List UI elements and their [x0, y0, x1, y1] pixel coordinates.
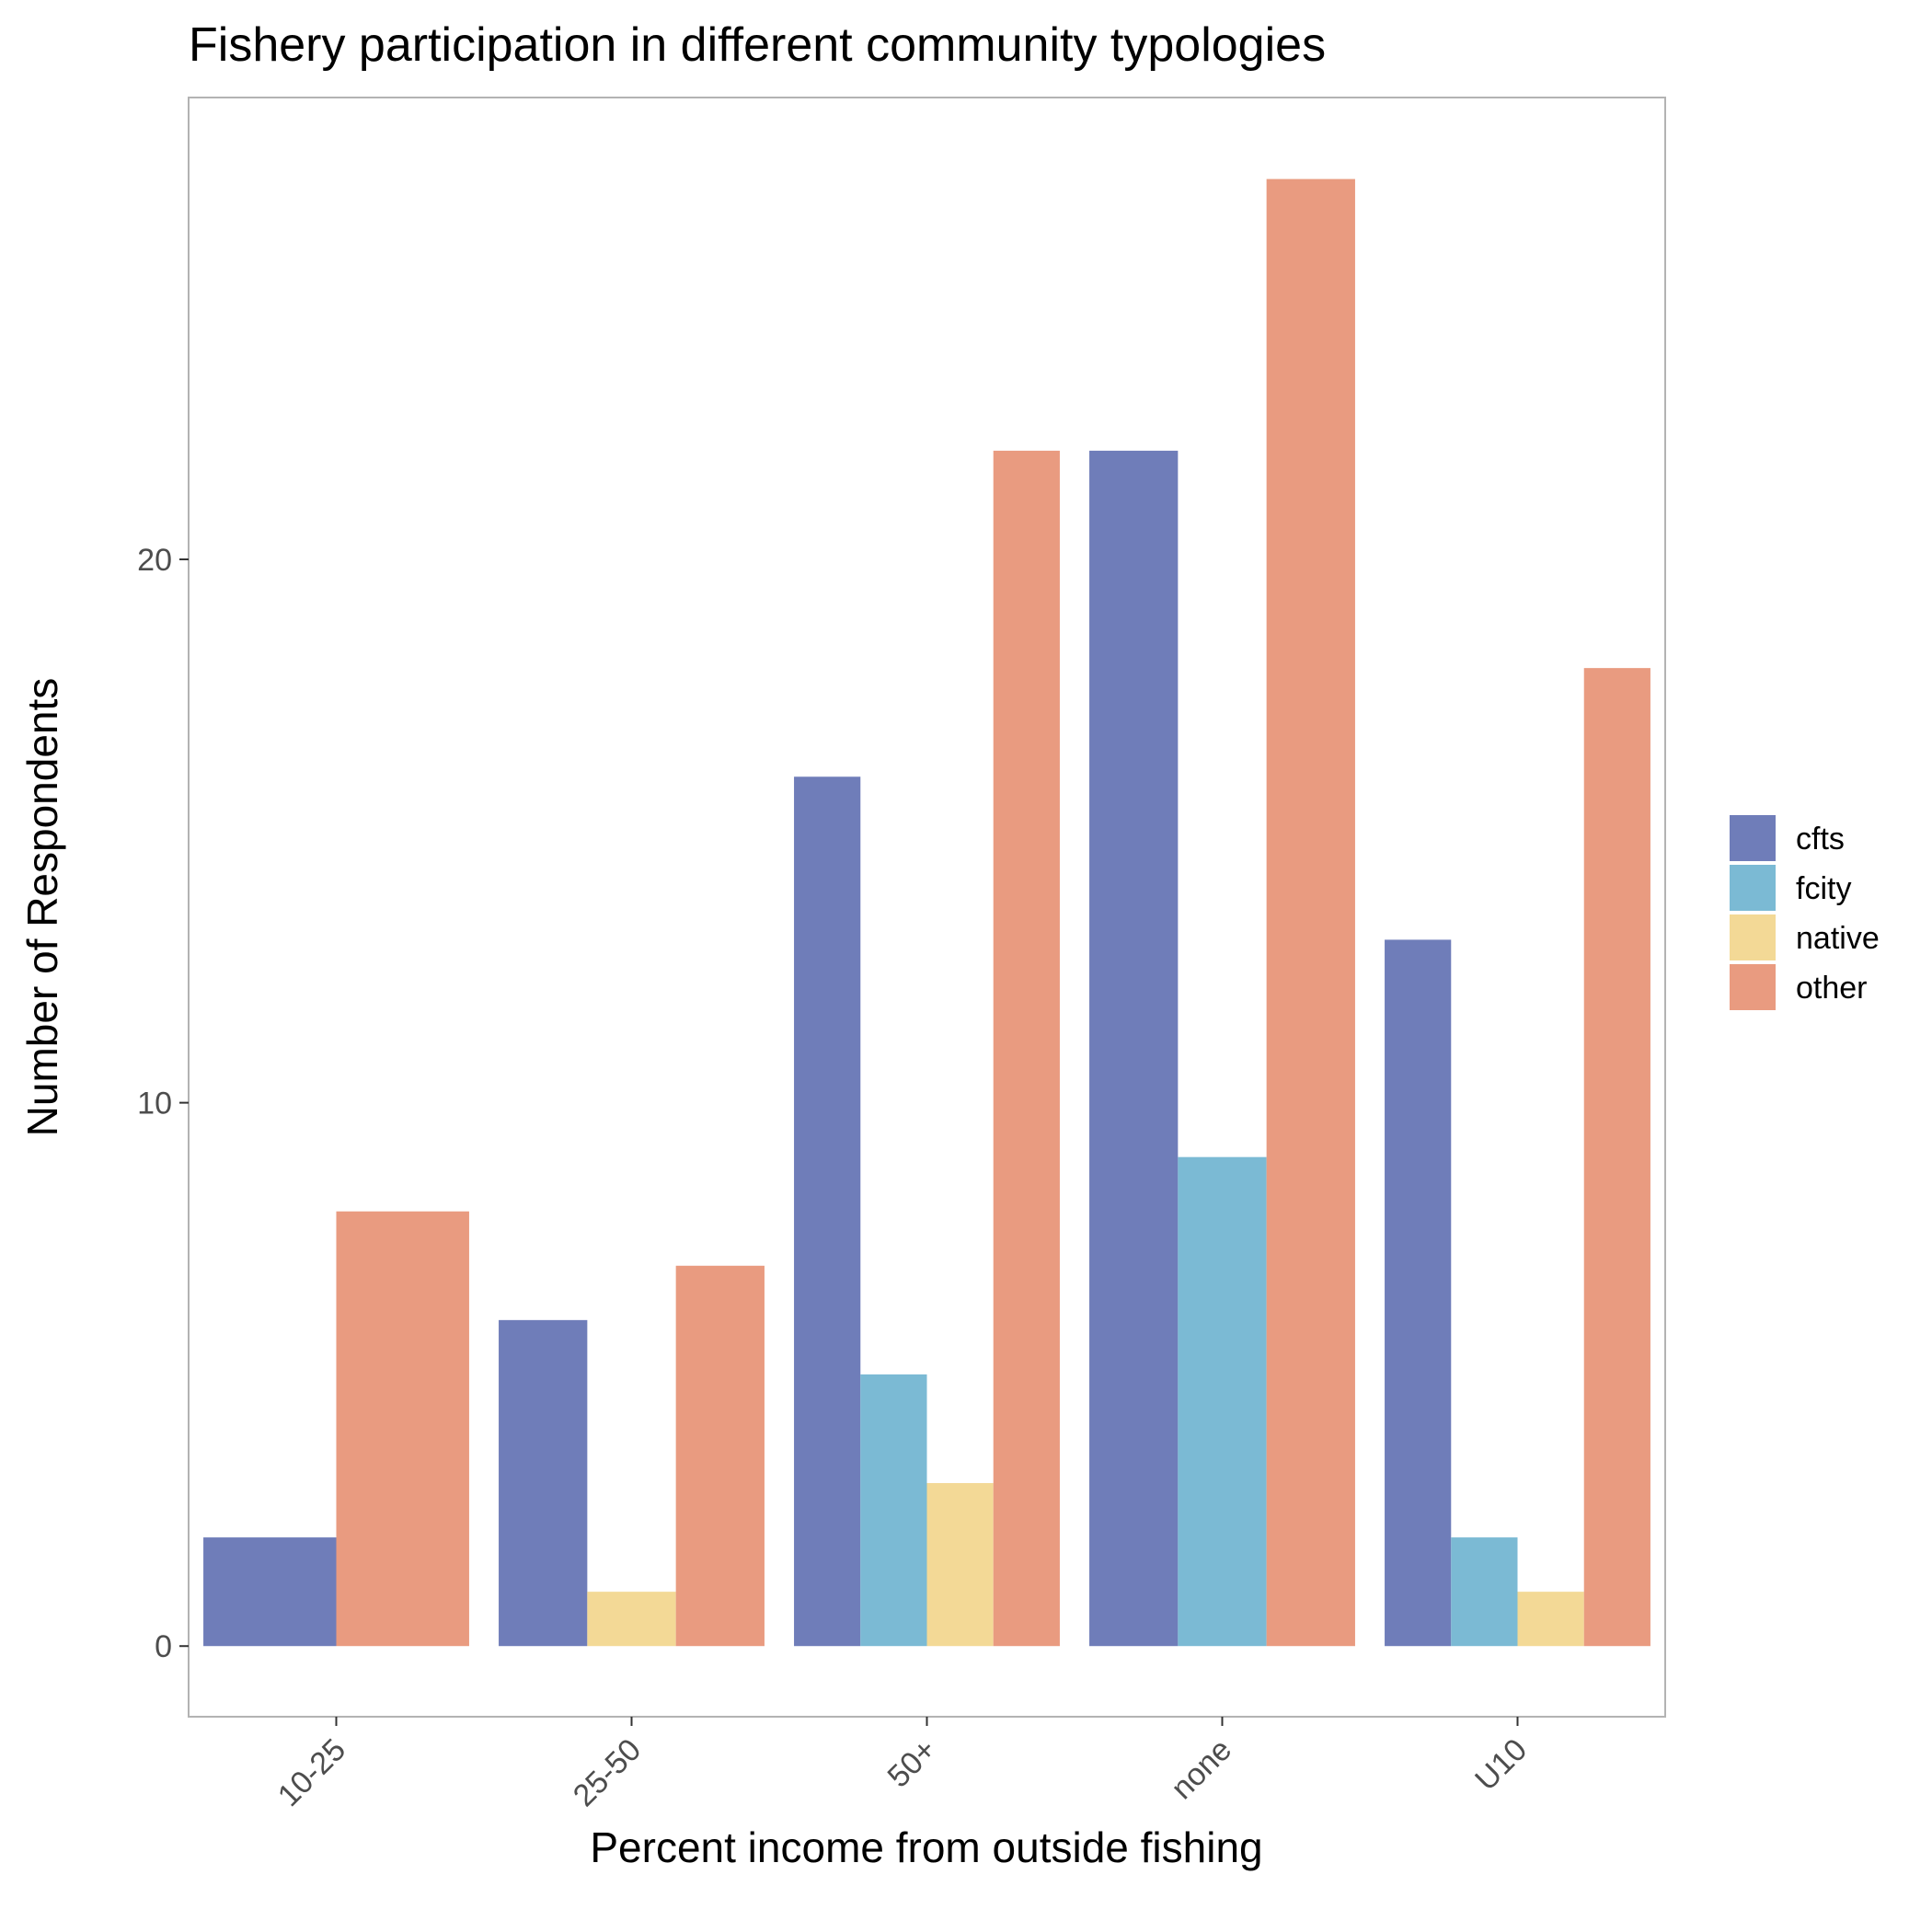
- legend-key-fcity: [1730, 865, 1776, 911]
- x-tick-label: none: [1165, 1732, 1238, 1806]
- legend-key-native: [1730, 914, 1776, 960]
- y-tick-label: 0: [155, 1629, 172, 1664]
- bar-fcity-none: [1178, 1156, 1267, 1647]
- legend-label-native: native: [1796, 921, 1880, 956]
- legend-label-other: other: [1796, 971, 1868, 1006]
- x-tick-label: U10: [1468, 1732, 1534, 1798]
- x-axis-title: Percent income from outside fishing: [590, 1823, 1262, 1871]
- bar-cfts-50+: [794, 776, 861, 1647]
- bar-native-50+: [926, 1483, 994, 1647]
- bar-other-none: [1266, 178, 1355, 1647]
- legend-key-other: [1730, 964, 1776, 1010]
- bar-cfts-U10: [1385, 939, 1452, 1647]
- bars-group: [203, 178, 1650, 1647]
- y-axis-title: Number of Respondents: [18, 678, 66, 1137]
- x-tick-label: 50+: [880, 1732, 943, 1795]
- x-axis: 10-25 25-50 50+ none U10: [271, 1717, 1534, 1813]
- bar-other-10-25: [336, 1211, 469, 1647]
- legend-label-cfts: cfts: [1796, 822, 1845, 857]
- x-tick-label: 10-25: [271, 1732, 352, 1813]
- bar-cfts-none: [1089, 450, 1179, 1647]
- bar-cfts-10-25: [203, 1537, 337, 1647]
- bar-other-U10: [1583, 668, 1650, 1647]
- legend-key-cfts: [1730, 815, 1776, 861]
- bar-fcity-50+: [860, 1374, 927, 1647]
- legend: cfts fcity native other: [1730, 815, 1880, 1010]
- bar-other-25-50: [675, 1265, 765, 1647]
- y-tick-label: 20: [137, 543, 172, 578]
- y-axis: 0 10 20: [137, 543, 189, 1664]
- bar-native-25-50: [587, 1592, 676, 1647]
- bar-cfts-25-50: [499, 1319, 588, 1647]
- bar-native-U10: [1517, 1592, 1584, 1647]
- chart-title: Fishery participation in different commu…: [189, 18, 1326, 72]
- legend-label-fcity: fcity: [1796, 871, 1851, 906]
- y-tick-label: 10: [137, 1087, 172, 1121]
- bar-other-50+: [993, 450, 1060, 1647]
- x-tick-label: 25-50: [567, 1732, 648, 1813]
- bar-fcity-U10: [1451, 1537, 1518, 1647]
